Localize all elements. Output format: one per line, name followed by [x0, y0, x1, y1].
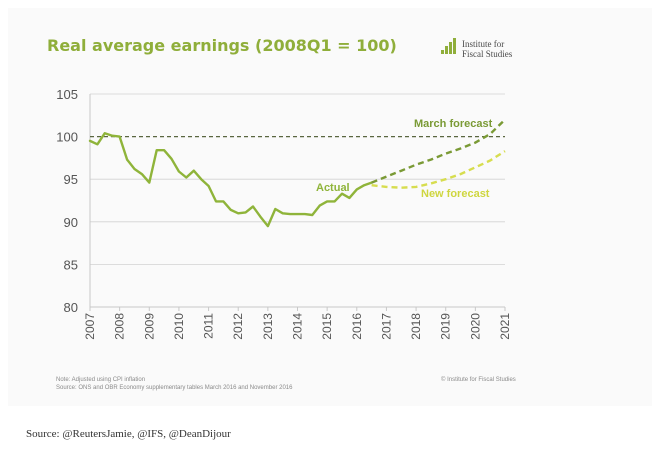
march-forecast-series-line — [371, 118, 506, 184]
xtick-label: 2020 — [468, 313, 482, 340]
xtick-label: 2011 — [202, 313, 216, 339]
note-line-2: Source: ONS and OBR Economy supplementar… — [56, 385, 293, 391]
ytick-label: 90 — [64, 215, 78, 230]
xtick-label: 2018 — [409, 313, 423, 340]
xtick-label: 2019 — [439, 313, 453, 340]
copyright-text: © Institute for Fiscal Studies — [441, 377, 516, 383]
xtick-label: 2012 — [231, 313, 245, 340]
chart-panel — [8, 8, 652, 406]
xtick-label: 2008 — [113, 313, 127, 340]
source-caption: Source: @ReutersJamie, @IFS, @DeanDijour — [26, 428, 231, 440]
xtick-label: 2014 — [291, 313, 305, 340]
note-line-1: Note: Adjusted using CPI inflation — [56, 377, 146, 383]
xtick-label: 2010 — [172, 313, 186, 340]
xtick-label: 2017 — [379, 313, 393, 340]
xtick-label: 2015 — [320, 313, 334, 340]
ytick-label: 100 — [56, 130, 78, 145]
annotation-march-forecast: March forecast — [414, 118, 493, 130]
ytick-label: 95 — [64, 172, 78, 187]
ytick-label: 105 — [56, 87, 78, 102]
new-forecast-series-line — [371, 150, 506, 189]
actual-series-line — [88, 131, 373, 228]
xtick-label: 2021 — [498, 313, 512, 340]
ytick-label: 85 — [64, 257, 78, 272]
xtick-label: 2007 — [83, 313, 97, 340]
bar-chart-logo-icon — [441, 38, 461, 54]
chart-title: Real average earnings (2008Q1 = 100) — [47, 36, 397, 55]
annotation-new-forecast: New forecast — [421, 188, 490, 200]
xtick-label: 2009 — [142, 313, 156, 340]
annotation-actual: Actual — [316, 182, 350, 194]
logo-line-2: Fiscal Studies — [462, 49, 513, 59]
xtick-label: 2016 — [350, 313, 364, 340]
ifs-logo: Institute for Fiscal Studies — [441, 35, 561, 69]
chart-note: Note: Adjusted using CPI inflation Sourc… — [56, 376, 292, 392]
logo-line-1: Institute for — [462, 39, 505, 49]
ytick-label: 80 — [64, 300, 78, 315]
xtick-label: 2013 — [261, 313, 275, 340]
logo-text: Institute for Fiscal Studies — [462, 39, 512, 59]
